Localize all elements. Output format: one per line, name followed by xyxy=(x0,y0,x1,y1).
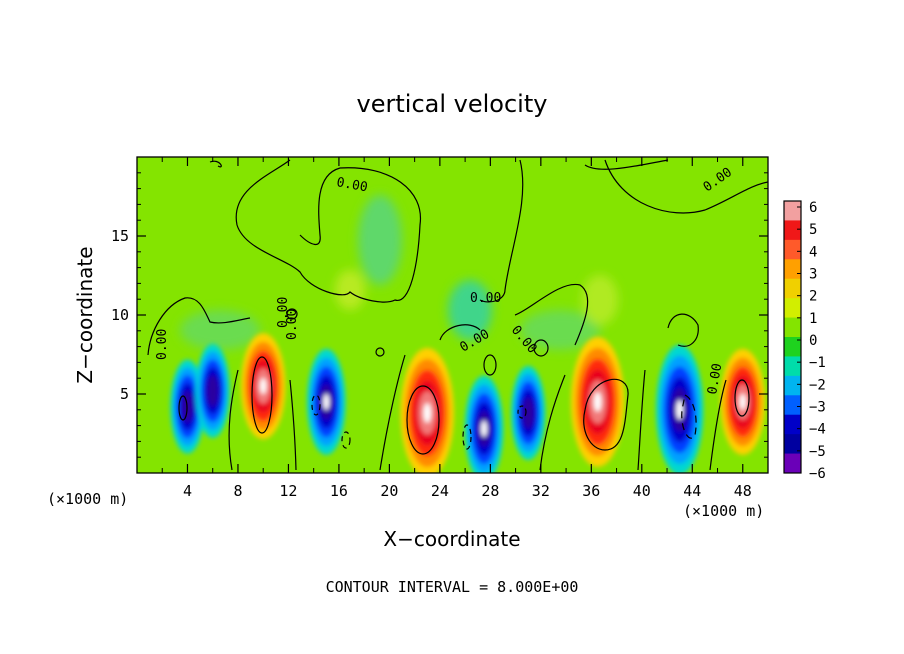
contour-zero-6 xyxy=(584,159,669,170)
colorbar-swatch xyxy=(784,414,801,435)
colorbar-swatch xyxy=(784,298,801,319)
contour-level-8-d xyxy=(734,379,750,417)
contour-zero-4 xyxy=(479,159,524,303)
x-tick-label: 12 xyxy=(279,482,297,500)
cells-layer xyxy=(170,333,766,473)
contour-zero-3 xyxy=(236,167,422,303)
x-tick-label: 28 xyxy=(481,482,499,500)
contour-level-neg8-b xyxy=(462,424,472,450)
colorbar-label: −3 xyxy=(809,400,826,416)
contour-label: 0.00 xyxy=(705,362,725,395)
chart-title: vertical velocity xyxy=(357,90,548,118)
colorbar-label: 5 xyxy=(809,222,817,238)
contour-zero-blob-d xyxy=(533,339,549,357)
velocity-cell xyxy=(207,375,219,407)
x-tick-label: 16 xyxy=(330,482,348,500)
colorbar-swatch xyxy=(784,259,801,280)
colorbar-label: 0 xyxy=(809,333,817,349)
colorbar-label: 3 xyxy=(809,267,817,283)
colorbar-swatch xyxy=(784,201,801,221)
colorbar-swatch xyxy=(784,337,801,357)
contour-level-8-c xyxy=(583,378,629,451)
contour-zero-blob-a xyxy=(178,395,188,421)
x-tick-label: 48 xyxy=(734,482,752,500)
y-axis-label: Z−coordinate xyxy=(73,246,97,383)
contour-level-neg8-c xyxy=(311,394,321,416)
contour-zero-16 xyxy=(709,379,727,471)
x-unit-left: (×1000 m) xyxy=(47,490,128,508)
colorbar-swatch xyxy=(784,375,801,396)
plot-area: 0.00 0.00 0.00 0.00 0.00 0.00 0.00 0.00 … xyxy=(137,157,768,473)
velocity-cell xyxy=(423,403,432,423)
velocity-cell xyxy=(481,420,488,437)
colorbar-label: −1 xyxy=(809,355,826,371)
colorbar-frame xyxy=(783,200,802,474)
contour-zero-blob-c xyxy=(375,347,385,357)
x-tick-label: 36 xyxy=(582,482,600,500)
x-tick-label: 32 xyxy=(532,482,550,500)
y-tick-label: 15 xyxy=(111,227,129,245)
colorbar-swatch xyxy=(784,395,801,416)
contour-label: 0.00 xyxy=(285,309,300,340)
colorbar-swatch xyxy=(784,453,801,474)
contour-interval-note: CONTOUR INTERVAL = 8.000E+00 xyxy=(326,578,579,596)
contour-label: 0.00 xyxy=(155,329,170,360)
upper-anomalies xyxy=(180,195,618,350)
x-axis: 4 8 12 16 20 24 28 32 36 40 44 48 xyxy=(161,157,752,500)
x-tick-label: 20 xyxy=(380,482,398,500)
contour-label: 0.00 xyxy=(276,297,291,328)
colorbar: 6 5 4 3 2 1 0 −1 −2 −3 −4 −5 −6 xyxy=(783,200,826,482)
x-tick-label: 40 xyxy=(633,482,651,500)
colorbar-label: 2 xyxy=(809,289,817,305)
contour-label: 0.00 xyxy=(335,175,368,195)
x-unit-right: (×1000 m) xyxy=(683,502,764,520)
contour-zero-9 xyxy=(667,313,699,347)
colorbar-swatch xyxy=(784,317,801,338)
contour-zero-14 xyxy=(539,374,566,471)
colorbar-swatch xyxy=(784,434,801,455)
y-tick-label: 10 xyxy=(111,306,129,324)
x-tick-label: 24 xyxy=(431,482,449,500)
contour-level-neg8-e xyxy=(517,405,527,419)
colorbar-label: −6 xyxy=(809,466,826,482)
contour-zero-2 xyxy=(235,159,291,226)
colorbar-label: −4 xyxy=(809,422,826,438)
contour-zero-8 xyxy=(514,283,589,346)
x-tick-label: 44 xyxy=(683,482,701,500)
contour-zero-blob-e xyxy=(286,308,298,320)
x-axis-label: X−coordinate xyxy=(383,527,520,551)
contour-zero-7 xyxy=(147,297,251,356)
y-axis: 5 10 15 xyxy=(111,172,768,458)
contour-layer xyxy=(147,159,768,471)
colorbar-label: 1 xyxy=(809,311,817,327)
y-tick-label: 5 xyxy=(120,385,129,403)
colorbar-label: 4 xyxy=(809,244,817,260)
contour-zero-15 xyxy=(637,369,646,471)
contour-level-8-b xyxy=(406,385,440,455)
velocity-cell xyxy=(260,378,267,395)
contour-zero-11 xyxy=(379,354,406,471)
colorbar-swatch xyxy=(784,356,801,377)
contour-level-8-a xyxy=(251,356,273,434)
velocity-cell xyxy=(522,397,534,429)
velocity-cell xyxy=(593,392,602,412)
velocity-cell xyxy=(739,393,746,410)
x-tick-label: 8 xyxy=(233,482,242,500)
contour-zero-13 xyxy=(289,379,297,471)
colorbar-label: −5 xyxy=(809,444,826,460)
contour-label: 0.00 xyxy=(470,291,501,306)
contour-zero-5 xyxy=(604,159,768,214)
contour-zero-blob-b xyxy=(483,354,497,376)
colorbar-label: −2 xyxy=(809,377,826,393)
x-tick-label: 4 xyxy=(183,482,192,500)
velocity-cell xyxy=(323,393,330,410)
contour-level-neg8-d xyxy=(341,431,351,449)
colorbar-swatch xyxy=(784,278,801,299)
contour-zero-10 xyxy=(439,324,481,341)
colorbar-label: 6 xyxy=(809,200,817,216)
colorbar-swatch xyxy=(784,239,801,260)
colorbar-swatch xyxy=(784,220,801,241)
contour-zero-12 xyxy=(228,369,239,471)
